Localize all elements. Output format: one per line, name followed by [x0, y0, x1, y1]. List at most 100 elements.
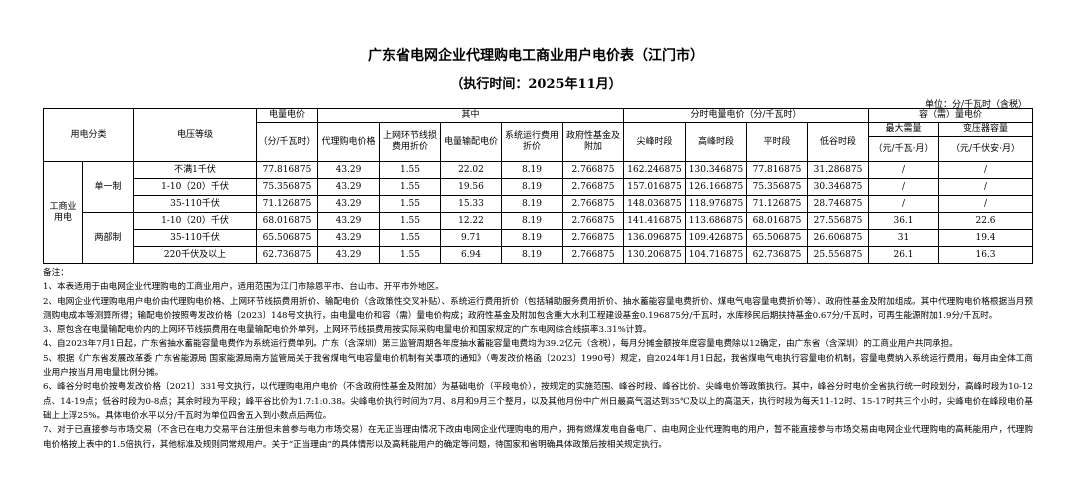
sys-cell: 8.19	[501, 178, 563, 196]
sys-cell: 8.19	[501, 161, 563, 179]
table-row: 1-10（20）千伏 75.356875 43.29 1.55 19.56 8.19 2.7…	[44, 178, 1033, 196]
note-item: 3、原包含在电量输配电价内的上网环节线损费用在电量输配电价外单列，上网环节线损费…	[43, 325, 652, 336]
flat-cell: 65.506875	[746, 229, 808, 247]
peak-top-cell: 130.206875	[623, 246, 686, 264]
energy-cell: 77.816875	[256, 161, 318, 179]
peak-cell: 130.346875	[685, 161, 747, 179]
proxy-cell: 43.29	[317, 246, 380, 264]
table-row: 工商业用电 单一制 不满1千伏 77.816875 43.29 1.55 22.02 8.19…	[43, 161, 1033, 264]
valley-cell: 28.746875	[807, 195, 869, 213]
demand-cell: 36.1	[868, 212, 939, 230]
demand-cell: 31	[868, 229, 939, 247]
notes-heading: 备注：	[43, 268, 69, 278]
demand-cell: 26.1	[868, 246, 939, 264]
fund-cell: 2.766875	[562, 161, 624, 179]
price-table: 用电分类 电压等级 电量电价 其中 分时电量电价（分/千瓦时） 容（需）量电价 …	[43, 108, 1033, 264]
table-row: 35-110千伏 71.126875 43.29 1.55 15.33 8.19 2.766…	[44, 195, 1033, 213]
note-item: 4、自2023年7月1日起，广东省抽水蓄能容量电费作为系统运行费单列。广东（含深…	[43, 339, 958, 350]
note-item: 7、对于已直接参与市场交易（不含已在电力交易平台注册但未曾参与电力市场交易）在无…	[43, 425, 1033, 450]
transformer-cell: 19.4	[938, 229, 1033, 247]
sys-cell: 8.19	[501, 212, 563, 230]
energy-cell: 65.506875	[256, 229, 318, 247]
trans-cell: 19.56	[440, 178, 502, 196]
header-proxy-price: 代理购电价格	[317, 122, 380, 162]
loss-cell: 1.55	[379, 195, 441, 213]
flat-cell: 77.816875	[746, 161, 808, 179]
page-title: 广东省电网企业代理购电工商业用户电价表（江门市）	[368, 48, 704, 64]
fund-cell: 2.766875	[562, 212, 624, 230]
valley-cell: 26.606875	[807, 229, 869, 247]
transformer-cell: 16.3	[938, 246, 1033, 264]
valley-cell: 30.346875	[807, 178, 869, 196]
loss-cell: 1.55	[379, 161, 441, 179]
voltage-cell: 220千伏及以上	[133, 246, 257, 264]
group-cell: 单一制	[82, 161, 134, 213]
note-item: 2、电网企业代理购电用户电价由代理购电价格、上网环节线损费用折价、输配电价（含政…	[43, 296, 1033, 321]
proxy-cell: 43.29	[317, 161, 380, 179]
flat-cell: 75.356875	[746, 178, 808, 196]
header-energy-price-unit: （分/千瓦时）	[256, 122, 318, 162]
demand-cell: /	[868, 178, 939, 196]
peak-cell: 118.976875	[685, 195, 747, 213]
trans-cell: 12.22	[440, 212, 502, 230]
group-cell: 两部制	[82, 212, 134, 264]
trans-cell: 6.94	[440, 246, 502, 264]
loss-cell: 1.55	[379, 178, 441, 196]
page-subtitle: （执行时间：2025年11月）	[450, 77, 622, 92]
sys-cell: 8.19	[501, 229, 563, 247]
trans-cell: 22.02	[440, 161, 502, 179]
header-capacity: 容（需）量电价	[868, 108, 1033, 123]
flat-cell: 71.126875	[746, 195, 808, 213]
demand-cell: /	[868, 195, 939, 213]
table-row: 两部制 1-10（20）千伏 68.016875 43.29 1.55 12.22 8.19…	[44, 212, 1033, 264]
proxy-cell: 43.29	[317, 229, 380, 247]
transformer-cell: /	[938, 178, 1033, 196]
note-item: 5、根据《广东省发展改革委 广东省能源局 国家能源局南方监管局关于我省煤电气电容…	[43, 353, 1033, 379]
peak-top-cell: 157.016875	[623, 178, 686, 196]
energy-cell: 75.356875	[256, 178, 318, 196]
category-cell: 工商业用电	[43, 161, 83, 264]
flat-cell: 62.736875	[746, 246, 808, 264]
energy-cell: 62.736875	[256, 246, 318, 264]
voltage-cell: 1-10（20）千伏	[133, 178, 257, 196]
peak-top-cell: 162.246875	[623, 161, 686, 179]
loss-cell: 1.55	[379, 246, 441, 264]
header-transformer-unit: （元/千伏安·月）	[938, 136, 1033, 162]
energy-cell: 68.016875	[256, 212, 318, 230]
voltage-cell: 不满1千伏	[133, 161, 257, 179]
header-max-demand: 最大需量	[868, 122, 939, 137]
header-peak-top: 尖峰时段	[623, 122, 686, 162]
voltage-cell: 1-10（20）千伏	[133, 212, 257, 230]
sys-cell: 8.19	[501, 195, 563, 213]
transformer-cell: 22.6	[938, 212, 1033, 230]
peak-cell: 104.716875	[685, 246, 747, 264]
voltage-cell: 35-110千伏	[133, 229, 257, 247]
proxy-cell: 43.29	[317, 212, 380, 230]
sys-cell: 8.19	[501, 246, 563, 264]
proxy-cell: 43.29	[317, 178, 380, 196]
header-transformer: 变压器容量	[938, 122, 1033, 137]
note-item: 6、峰谷分时电价按粤发改价格〔2021〕331号文执行，以代理购电用户电价（不含…	[43, 382, 1033, 421]
header-transmission: 电量输配电价	[440, 122, 502, 162]
fund-cell: 2.766875	[562, 195, 624, 213]
trans-cell: 15.33	[440, 195, 502, 213]
trans-cell: 9.71	[440, 229, 502, 247]
unit-label: 单位：分/千瓦时（含税）	[924, 100, 1027, 110]
peak-cell: 126.166875	[685, 178, 747, 196]
loss-cell: 1.55	[379, 229, 441, 247]
header-valley: 低谷时段	[807, 122, 869, 162]
valley-cell: 25.556875	[807, 246, 869, 264]
flat-cell: 68.016875	[746, 212, 808, 230]
header-energy-price: 电量电价	[256, 108, 318, 123]
peak-top-cell: 141.416875	[623, 212, 686, 230]
header-voltage: 电压等级	[133, 108, 257, 162]
table-row: 35-110千伏 65.506875 43.29 1.55 9.71 8.19 2.7668…	[44, 229, 1033, 247]
proxy-cell: 43.29	[317, 195, 380, 213]
table-row: 220千伏及以上 62.736875 43.29 1.55 6.94 8.19 2.7668…	[44, 246, 1033, 264]
header-loss-price: 上网环节线损费用折价	[379, 122, 441, 162]
transformer-cell: /	[938, 161, 1033, 179]
note-item: 1、本表适用于由电网企业代理购电的工商业用户，适用范围为江门市除恩平市、台山市、…	[43, 282, 444, 293]
loss-cell: 1.55	[379, 212, 441, 230]
peak-top-cell: 136.096875	[623, 229, 686, 247]
header-flat: 平时段	[746, 122, 808, 162]
